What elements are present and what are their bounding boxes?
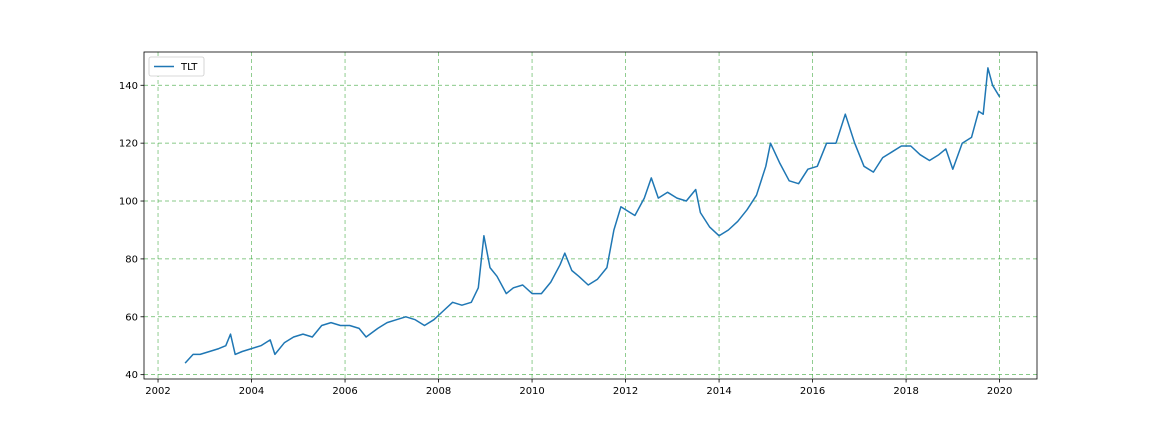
plot-area <box>144 52 1037 379</box>
x-tick-label: 2012 <box>613 386 638 397</box>
x-tick-label: 2020 <box>987 386 1012 397</box>
series-line-tlt <box>184 67 1001 364</box>
plot-frame <box>143 51 1038 380</box>
y-tick-label: 140 <box>119 81 138 92</box>
x-tick-label: 2014 <box>706 386 731 397</box>
x-tick-label: 2008 <box>426 386 451 397</box>
y-tick-label: 60 <box>125 312 138 323</box>
y-axis: 40 60 80 100 120 140 <box>119 81 144 381</box>
x-tick-label: 2016 <box>800 386 825 397</box>
legend-label-tlt: TLT <box>180 62 198 73</box>
x-tick-label: 2018 <box>893 386 918 397</box>
series-layer <box>184 67 1001 364</box>
y-tick-label: 80 <box>125 254 138 265</box>
x-tick-label: 2004 <box>239 386 264 397</box>
legend: TLT <box>148 56 205 77</box>
x-tick-label: 2010 <box>519 386 544 397</box>
x-axis: 2002 2004 2006 2008 2010 2012 2014 2016 2018 2020 <box>145 379 1012 397</box>
y-tick-label: 120 <box>119 139 138 150</box>
x-tick-label: 2006 <box>332 386 357 397</box>
y-tick-label: 40 <box>125 370 138 381</box>
y-tick-label: 100 <box>119 197 138 208</box>
x-tick-label: 2002 <box>145 386 170 397</box>
grid-lines <box>144 52 1037 379</box>
legend-box <box>148 56 205 77</box>
